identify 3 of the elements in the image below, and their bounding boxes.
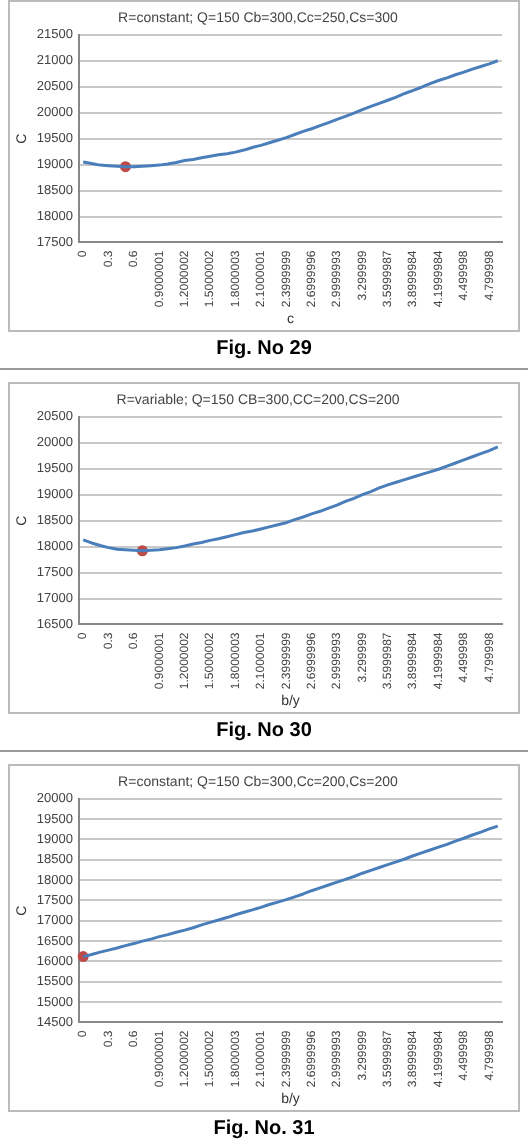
text: Fig. No 29 <box>214 336 314 362</box>
text: Fig. No 30 <box>214 718 314 744</box>
text: Fig. No. 31 <box>211 1116 317 1142</box>
